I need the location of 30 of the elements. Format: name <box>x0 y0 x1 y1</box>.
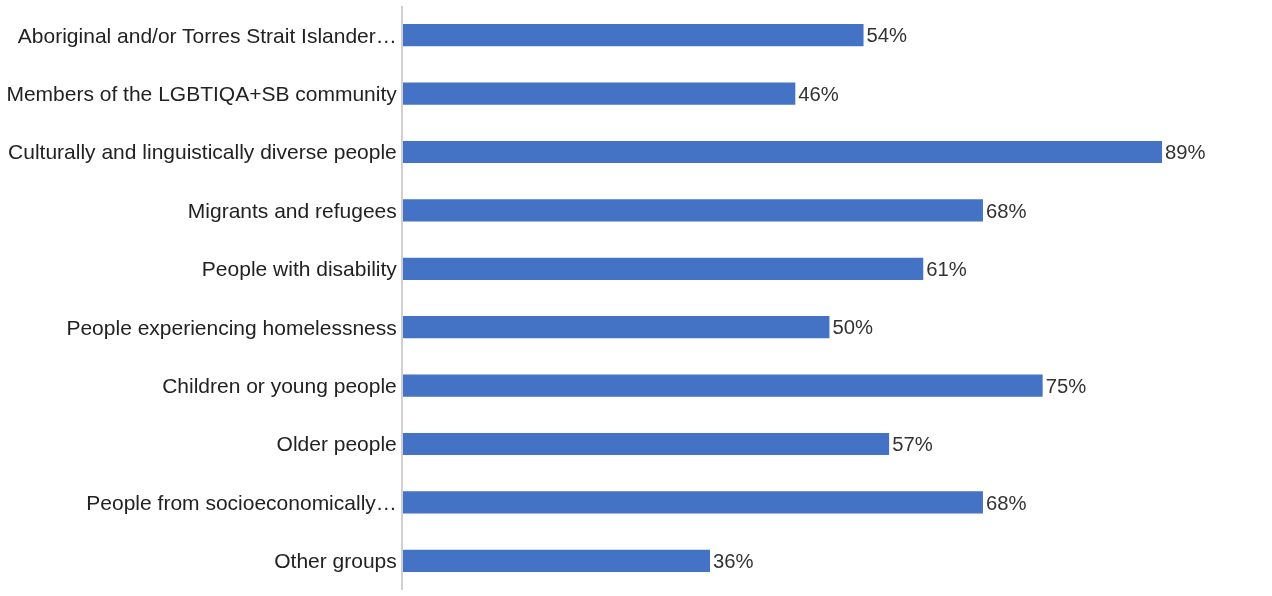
y-tick-label: People with disability <box>201 257 398 281</box>
bar <box>403 82 796 105</box>
data-label: 50% <box>832 316 873 339</box>
y-tick-label: Other groups <box>274 549 397 573</box>
data-label: 89% <box>1165 141 1206 164</box>
data-label: 46% <box>798 82 839 105</box>
bar <box>403 257 924 280</box>
y-tick-label: Children or young people <box>162 373 397 397</box>
y-tick-label: Aboriginal and/or Torres Strait Islander… <box>17 23 397 47</box>
data-label: 75% <box>1045 374 1087 397</box>
bar <box>403 24 864 47</box>
bar <box>403 491 983 514</box>
bar <box>403 432 890 456</box>
data-label: 68% <box>985 199 1027 222</box>
data-label: 61% <box>926 258 967 281</box>
bar <box>403 374 1043 397</box>
y-tick-label: Members of the LGBTIQA+SB community <box>6 81 398 105</box>
bar <box>403 199 983 222</box>
bar <box>403 316 830 339</box>
data-label: 36% <box>713 550 754 573</box>
bar <box>403 549 711 572</box>
y-tick-label: People from socioeconomically… <box>86 490 397 514</box>
y-tick-label: Migrants and refugees <box>187 198 397 222</box>
y-tick-label: People experiencing homelessness <box>66 315 397 339</box>
y-tick-label: Culturally and linguistically diverse people <box>8 140 397 164</box>
data-label: 68% <box>985 491 1027 514</box>
data-label: 54% <box>866 24 908 47</box>
bar <box>403 140 1163 164</box>
data-label: 57% <box>892 433 933 456</box>
y-tick-label: Older people <box>276 432 397 456</box>
